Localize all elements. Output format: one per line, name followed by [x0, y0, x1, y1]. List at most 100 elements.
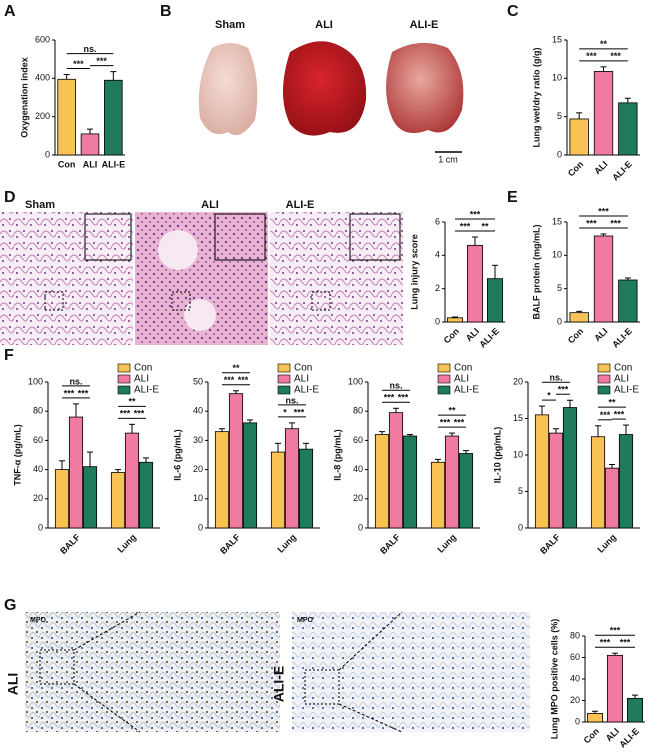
x-tick-label: ALI	[83, 159, 98, 169]
legend-label: ALI	[614, 374, 629, 385]
legend-label: Con	[614, 363, 632, 374]
bar	[569, 312, 589, 323]
legend-swatch	[437, 385, 451, 395]
y-tick-label: 20	[193, 464, 203, 474]
significance-label: *	[547, 390, 551, 400]
y-tick-label: 20	[353, 493, 363, 503]
histology: Sham ALI ALI-E	[0, 199, 403, 345]
legend-label: ALI-E	[134, 385, 159, 396]
bar	[80, 133, 100, 156]
significance-label: ***	[610, 218, 621, 228]
bar	[618, 279, 638, 323]
zoom-line	[73, 611, 141, 651]
panel-label: D	[4, 189, 16, 206]
x-tick-label: Con	[566, 326, 585, 345]
significance-label: ***	[73, 59, 84, 69]
y-tick-label: 5	[557, 111, 562, 121]
lung-photo	[198, 43, 258, 136]
y-tick-label: 0	[38, 522, 43, 532]
significance-label: ***	[614, 409, 625, 419]
legend-swatch	[277, 363, 291, 373]
legend-swatch	[597, 385, 611, 395]
bar	[604, 467, 620, 529]
significance-label: ns.	[549, 373, 562, 383]
row-label: ALI-E	[271, 666, 287, 703]
legend-label: ALI	[454, 374, 469, 385]
significance-label: ns.	[83, 44, 96, 54]
bar	[68, 416, 84, 529]
panel-labels: A B C D E F G	[4, 3, 519, 614]
legend-label: ALI-E	[294, 385, 319, 396]
ihc-zoom	[140, 612, 280, 732]
x-tick-label: BALF	[218, 532, 242, 556]
significance-label: ***	[610, 51, 621, 61]
bar	[374, 434, 390, 529]
bar	[124, 432, 140, 529]
significance-label: **	[608, 397, 616, 407]
significance-label: ***	[600, 410, 611, 420]
x-tick-label: BALF	[58, 532, 82, 556]
legend-swatch	[117, 385, 131, 395]
bar	[284, 428, 300, 529]
y-tick-label: 6	[435, 216, 440, 226]
significance-label: ***	[460, 221, 471, 231]
legend-swatch	[117, 374, 131, 384]
lung-photos: Sham ALI ALI-E 1 cm	[198, 19, 464, 164]
bar	[607, 654, 624, 723]
image-label: ALI-E	[410, 19, 439, 31]
y-tick-label: 400	[35, 73, 50, 83]
y-tick-label: 10	[193, 493, 203, 503]
bar	[590, 436, 606, 529]
alveolar-space	[184, 299, 216, 331]
y-tick-label: 5	[518, 486, 523, 496]
x-tick-label: ALI-E	[610, 159, 634, 183]
bar	[298, 448, 314, 529]
x-tick-label: BALF	[378, 532, 402, 556]
x-tick-label: Con	[442, 326, 461, 345]
x-tick-label: Con	[58, 159, 76, 169]
legend-label: Con	[134, 363, 152, 374]
y-tick-label: 0	[45, 149, 50, 159]
significance-label: ***	[586, 218, 597, 228]
inset-box	[349, 213, 401, 261]
panel-label: C	[507, 3, 519, 20]
significance-label: ns.	[389, 381, 402, 391]
y-tick-label: 20	[33, 493, 43, 503]
bar	[110, 472, 126, 529]
legend-label: ALI	[134, 374, 149, 385]
y-axis-label: Oxygenation index	[19, 57, 29, 138]
image-label: ALI	[201, 199, 219, 211]
bar	[214, 431, 230, 529]
zoom-line	[73, 683, 141, 733]
bar	[627, 697, 644, 723]
panel-label: G	[4, 597, 16, 614]
legend-swatch	[277, 385, 291, 395]
bar	[587, 713, 604, 723]
significance-label: ***	[620, 638, 631, 648]
y-axis-label: Lung injury score	[409, 234, 419, 310]
significance-label: *	[283, 407, 287, 417]
legend-swatch	[597, 374, 611, 384]
y-tick-label: 40	[353, 464, 363, 474]
x-tick-label: ALI-E	[477, 326, 501, 350]
bar	[446, 317, 463, 323]
zoom-box	[39, 649, 75, 685]
zoom-box	[304, 669, 340, 705]
legend-swatch	[597, 363, 611, 373]
bar	[458, 453, 474, 529]
significance-label: **	[128, 397, 136, 407]
alveolar-space	[158, 230, 198, 270]
histology-image	[0, 212, 133, 345]
x-tick-label: Lung	[595, 532, 618, 555]
mpo-images: ALI MPO ALI-E MPO	[5, 611, 530, 733]
x-tick-label: BALF	[538, 532, 562, 556]
significance-label: ***	[440, 417, 451, 427]
significance-label: ***	[238, 375, 249, 385]
y-tick-label: 600	[35, 34, 50, 44]
bar	[618, 102, 638, 156]
y-tick-label: 30	[193, 435, 203, 445]
significance-label: ***	[610, 626, 621, 636]
bar	[138, 461, 154, 529]
inset-box	[84, 213, 132, 261]
